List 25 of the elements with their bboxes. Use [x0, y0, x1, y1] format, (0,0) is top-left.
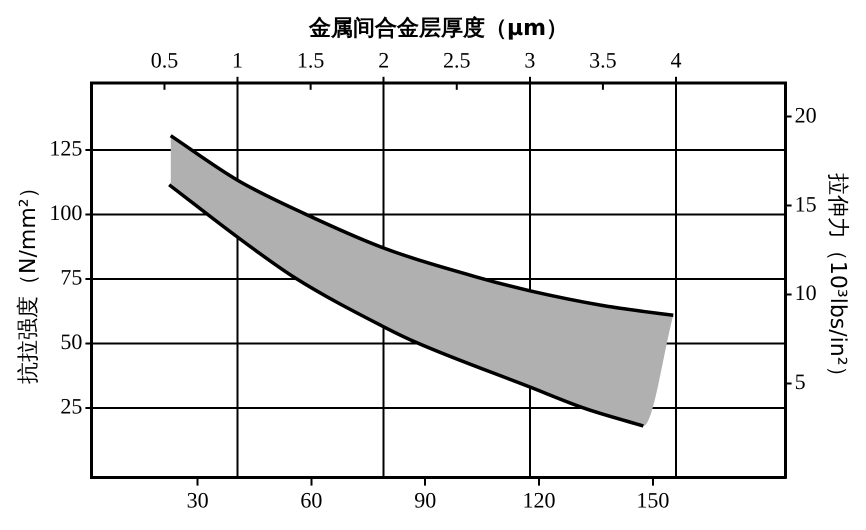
x-tick-label: 120	[522, 488, 556, 513]
x2-tick-label: 0.5	[150, 47, 178, 72]
x-tick-label: 30	[186, 488, 209, 513]
y-tick-label: 75	[60, 264, 82, 290]
x-tick-label: 60	[300, 488, 322, 513]
x2-tick-label: 1.5	[296, 47, 324, 72]
x2-tick-label: 3	[524, 47, 536, 72]
x2-axis-title: 金属间合金层厚度（μm）	[308, 14, 568, 41]
y2-tick-label: 15	[794, 191, 817, 216]
x2-tick-label: 2	[378, 47, 390, 72]
y2-tick-label: 5	[794, 369, 806, 394]
y-tick-label: 125	[49, 136, 82, 161]
y2-axis-title: 拉伸力（10³lbs/in²）	[825, 172, 850, 388]
y-tick-label: 50	[60, 329, 82, 354]
y-tick-label: 25	[60, 394, 82, 419]
y2-tick-label: 10	[794, 280, 817, 306]
x2-tick-label: 3.5	[589, 47, 617, 72]
y-axis-title: 抗拉强度（N/mm²）	[16, 176, 41, 384]
x2-tick-label: 2.5	[443, 47, 471, 72]
x-tick-label: 150	[636, 488, 670, 513]
x2-tick-label: 1	[232, 47, 244, 72]
x-tick-label: 90	[414, 488, 436, 513]
y-tick-label: 100	[49, 200, 82, 226]
y2-tick-label: 20	[794, 102, 817, 128]
x2-tick-label: 4	[670, 47, 682, 72]
